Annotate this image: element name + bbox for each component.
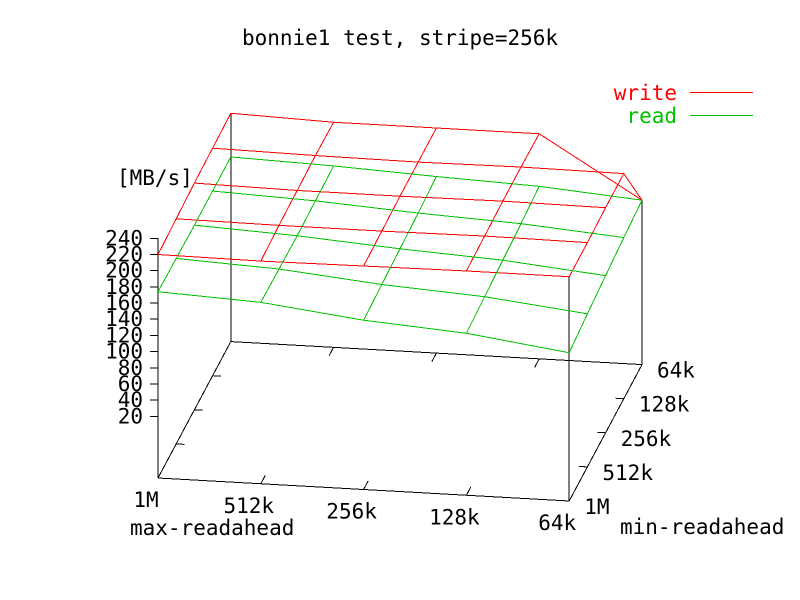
write-surface-col-line bbox=[568, 172, 643, 277]
read-surface-col-line bbox=[157, 156, 232, 292]
legend-read-line-sample bbox=[690, 115, 753, 116]
legend: write read bbox=[400, 80, 753, 128]
x-tick-back bbox=[225, 341, 232, 351]
legend-item-read: read bbox=[400, 103, 753, 128]
z-tick-label: 120 bbox=[105, 323, 143, 347]
write-surface-col-line bbox=[157, 113, 232, 255]
legend-item-write: write bbox=[400, 80, 753, 105]
x-tick-front bbox=[568, 492, 575, 502]
legend-write-line-sample bbox=[690, 92, 753, 93]
read-surface-col-line bbox=[568, 199, 643, 353]
x-tick-front bbox=[465, 486, 472, 496]
x-tick-back bbox=[637, 364, 643, 374]
x-tick-back bbox=[534, 358, 540, 368]
y-tick-label: 512k bbox=[602, 461, 653, 485]
x-tick-front bbox=[157, 469, 163, 479]
z-axis-unit-label: [MB/s] bbox=[117, 166, 193, 190]
z-tick-label: 40 bbox=[118, 388, 143, 412]
x-tick-front bbox=[363, 480, 369, 490]
legend-read-label: read bbox=[626, 103, 677, 128]
read-surface-row-line bbox=[212, 190, 624, 239]
z-tick-label: 140 bbox=[105, 307, 143, 331]
read-surface-col-line bbox=[363, 176, 437, 321]
x-axis-title: max-readahead bbox=[130, 516, 295, 540]
read-surface-col-line bbox=[465, 186, 540, 334]
x-tick-front bbox=[260, 475, 266, 484]
z-tick-label: 80 bbox=[118, 356, 143, 380]
y-tick-label: 256k bbox=[621, 427, 672, 451]
legend-write-label: write bbox=[613, 80, 677, 105]
z-tick-label: 220 bbox=[105, 243, 143, 267]
z-tick-label: 180 bbox=[105, 275, 143, 299]
y-tick-label: 1M bbox=[584, 495, 609, 519]
x-tick-label: 128k bbox=[429, 505, 480, 529]
y-axis-title: min-readahead bbox=[620, 515, 785, 539]
x-tick-label: 64k bbox=[538, 511, 576, 535]
write-surface-col-line bbox=[260, 122, 335, 262]
x-tick-label: 256k bbox=[326, 500, 377, 524]
z-tick-label: 160 bbox=[105, 291, 143, 315]
write-surface-col-line bbox=[465, 133, 540, 272]
z-tick-label: 20 bbox=[118, 404, 143, 428]
write-surface-col-line bbox=[363, 127, 437, 267]
plot-title: bonnie1 test, stripe=256k bbox=[241, 26, 559, 50]
z-tick-label: 200 bbox=[105, 259, 143, 283]
y-tick-label: 64k bbox=[657, 359, 695, 383]
x-tick-label: 512k bbox=[224, 494, 275, 518]
x-tick-label: 1M bbox=[133, 488, 158, 512]
x-tick-back bbox=[431, 352, 437, 362]
z-tick-label: 100 bbox=[105, 340, 143, 364]
z-tick-label: 60 bbox=[118, 372, 143, 396]
z-tick-label: 240 bbox=[105, 226, 143, 250]
y-tick-label: 128k bbox=[639, 393, 690, 417]
x-tick-back bbox=[328, 347, 335, 357]
read-surface-col-line bbox=[260, 165, 335, 303]
